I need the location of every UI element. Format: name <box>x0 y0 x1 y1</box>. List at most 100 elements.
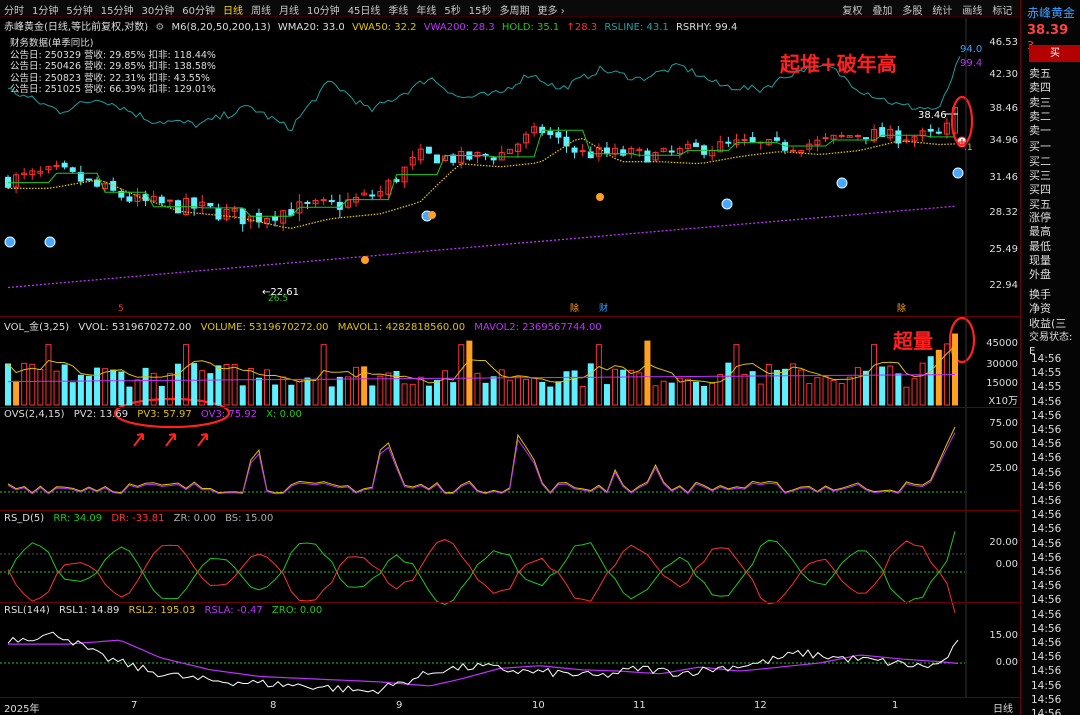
period-tab[interactable]: 45日线 <box>347 6 381 17</box>
volume-bar <box>523 379 530 406</box>
period-tab[interactable]: 季线 <box>388 6 409 17</box>
period-tab[interactable]: 更多 › <box>537 6 565 17</box>
tool-button[interactable]: 标记 <box>992 6 1013 17</box>
volume-bar <box>506 379 513 406</box>
volume-bar <box>644 340 651 406</box>
volume-bar <box>126 386 133 406</box>
event-marker: 财 <box>599 302 608 314</box>
annotation-ellipse <box>948 316 976 364</box>
candle-body <box>798 150 805 154</box>
candle-body <box>458 150 465 164</box>
stat-label: 最低 <box>1029 239 1051 253</box>
tool-button[interactable]: 叠加 <box>872 6 893 17</box>
buy-level: 买四 <box>1029 183 1051 197</box>
volume-bar <box>336 376 343 406</box>
period-tab[interactable]: 10分钟 <box>306 6 340 17</box>
stat-label: 涨停 <box>1029 211 1051 224</box>
candle-body <box>668 150 675 153</box>
period-tab[interactable]: 1分钟 <box>32 6 59 17</box>
sell-levels: 卖五 卖四 卖三 卖二 卖一 买一 买二 买三 买四 买五 <box>1029 67 1051 212</box>
candle-body <box>425 146 432 154</box>
settings-icon[interactable]: ⚙ <box>155 22 165 33</box>
period-tab[interactable]: 30分钟 <box>141 6 175 17</box>
annotation-arrow <box>133 433 144 447</box>
annotation-ellipse <box>950 95 974 147</box>
candle-body <box>328 200 335 203</box>
tick-times: 14:56 14:55 14:55 14:56 14:56 14:56 14:56 14:56… <box>1031 352 1061 715</box>
m6-label: M6(8,20,50,200,13) <box>171 22 271 33</box>
period-tab[interactable]: 周线 <box>250 6 271 17</box>
volume-bar <box>215 365 222 406</box>
tick-time: 14:56 <box>1031 409 1062 422</box>
tool-button[interactable]: 统计 <box>932 6 953 17</box>
ovs-name: OVS(2,4,15) <box>4 409 65 420</box>
volume-bar <box>369 385 376 406</box>
rsl2-value: RSL2: 195.03 <box>128 605 196 616</box>
period-tab[interactable]: 分时 <box>4 6 24 17</box>
buy-button[interactable]: 买 <box>1029 45 1080 62</box>
tick-time: 14:56 <box>1031 651 1062 664</box>
volume-bar <box>280 376 287 406</box>
volume-bar <box>603 384 610 406</box>
candle-body <box>61 162 68 168</box>
volume-bar <box>579 385 586 406</box>
volume-bar <box>61 364 68 406</box>
candle-body <box>814 139 821 146</box>
volume-bar <box>134 379 141 406</box>
tick-time: 14:56 <box>1031 637 1062 650</box>
axis-label: 50.00 <box>989 440 1018 451</box>
dr-value: DR: -33.81 <box>111 513 165 524</box>
period-tab[interactable]: 5秒 <box>444 6 461 17</box>
tool-button[interactable]: 多股 <box>902 6 923 17</box>
volume-bar <box>450 382 457 406</box>
candle-body <box>191 197 198 209</box>
ov3-value: OV3: 75.92 <box>200 409 257 420</box>
tick-time: 14:56 <box>1031 708 1062 715</box>
volume-bar <box>102 368 109 406</box>
rsl-name: RSL(144) <box>4 605 50 616</box>
period-tab[interactable]: 月线 <box>278 6 299 17</box>
volume-bar <box>264 369 271 406</box>
candle-body <box>150 195 157 202</box>
tool-button[interactable]: 复权 <box>842 6 863 17</box>
axis-label: 0.00 <box>995 559 1018 570</box>
period-tab[interactable]: 60分钟 <box>182 6 215 17</box>
candle-body <box>207 202 214 207</box>
period-tab[interactable]: 15分钟 <box>100 6 134 17</box>
period-tab[interactable]: 15秒 <box>468 6 492 17</box>
quote-stats-2: 换手 净资 收益(三 交易状态: E <box>1029 288 1080 359</box>
candle-body <box>531 126 538 134</box>
period-tab[interactable]: 多周期 <box>499 6 530 17</box>
volume-bar <box>814 377 821 406</box>
ov3-line <box>7 432 956 495</box>
volume-bar <box>846 376 853 406</box>
volume-bar <box>919 362 926 406</box>
rsline-line <box>7 56 961 132</box>
sell-level: 卖五 <box>1029 67 1051 80</box>
low-price-label: ←22.61 <box>262 287 299 298</box>
candle-body <box>199 201 206 207</box>
hold-value: HOLD: 35.1 <box>501 22 560 33</box>
period-tab[interactable]: 日线 <box>222 6 243 17</box>
candle-body <box>725 141 732 144</box>
candle-body <box>879 127 886 137</box>
candle-body <box>69 167 76 172</box>
tick-time: 14:56 <box>1031 537 1062 550</box>
rsrhy-value: RSRHY: 99.4 <box>675 22 738 33</box>
candle-body <box>887 128 894 139</box>
volume-bar <box>903 386 910 406</box>
x-axis-label: 12 <box>754 700 767 711</box>
tool-button[interactable]: 画线 <box>962 6 983 17</box>
candle-body <box>846 135 853 138</box>
period-tab[interactable]: 年线 <box>416 6 437 17</box>
tick-time: 14:56 <box>1031 594 1062 607</box>
volume-bar <box>620 369 627 406</box>
volume-bar <box>555 381 562 406</box>
volume-bar <box>94 367 101 406</box>
period-tab[interactable]: 5分钟 <box>66 6 93 17</box>
candle-body <box>854 134 861 137</box>
stat-label: 换手 <box>1029 288 1051 301</box>
candle-body <box>595 147 602 157</box>
